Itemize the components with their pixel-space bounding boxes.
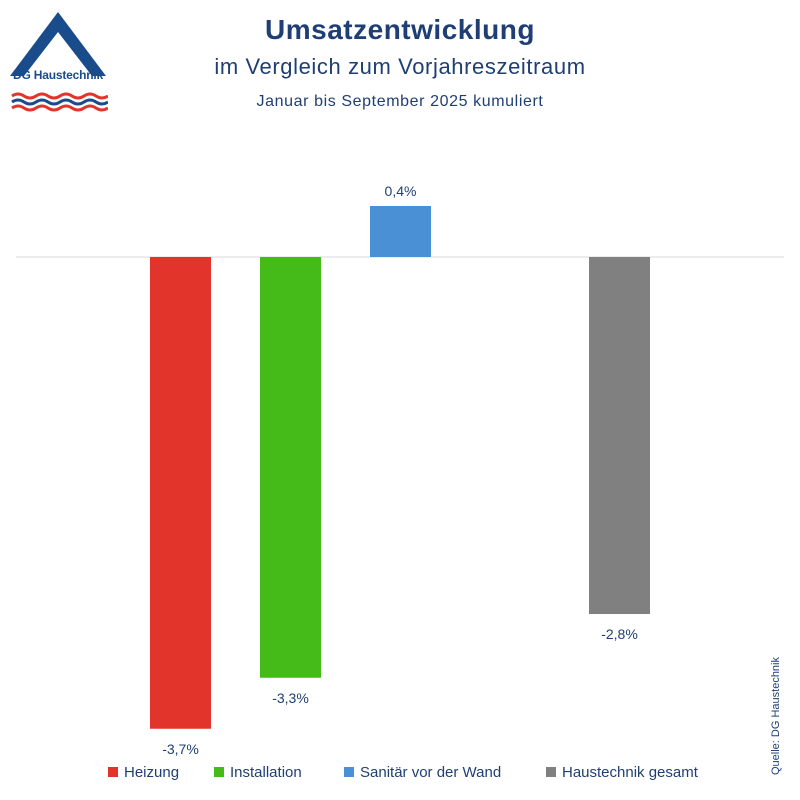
legend-item-heizung: Heizung [108,760,179,784]
legend-swatch [108,767,118,777]
chart-subtitle: im Vergleich zum Vorjahreszeitraum [214,54,586,79]
bar-sanitaer-vor-der-wand [370,206,431,257]
data-label-installation: -3,3% [272,690,309,706]
source-note: Quelle: DG Haustechnik [770,657,782,775]
data-label-haustechnik-gesamt: -2,8% [601,626,638,642]
legend-item-installation: Installation [214,760,302,784]
data-label-heizung: -3,7% [162,741,199,757]
legend-item-haustechnik-gesamt: Haustechnik gesamt [546,760,698,784]
bars-group [150,206,650,729]
legend-swatch [214,767,224,777]
bar-haustechnik-gesamt [589,257,650,614]
data-label-sanitaer-vor-der-wand: 0,4% [385,183,417,199]
bar-installation [260,257,321,678]
legend-swatch [344,767,354,777]
chart-title: Umsatzentwicklung [265,14,535,45]
company-logo: DG Haustechnik [8,10,109,114]
legend-swatch [546,767,556,777]
chart-period: Januar bis September 2025 kumuliert [256,93,544,110]
legend-label: Sanitär vor der Wand [360,763,502,781]
data-labels-group: -3,7% -3,3% 0,4% -2,8% [162,183,638,757]
legend-item-sanitaer-vor-der-wand: Sanitär vor der Wand [344,760,501,784]
legend-label: Installation [230,763,302,781]
logo-text: DG Haustechnik [13,68,103,82]
legend-label: Haustechnik gesamt [562,763,698,781]
legend-label: Heizung [124,763,180,781]
legend: Heizung Installation Sanitär vor der Wand H… [0,760,800,784]
house-roof-icon [10,12,109,112]
bar-heizung [150,257,211,729]
